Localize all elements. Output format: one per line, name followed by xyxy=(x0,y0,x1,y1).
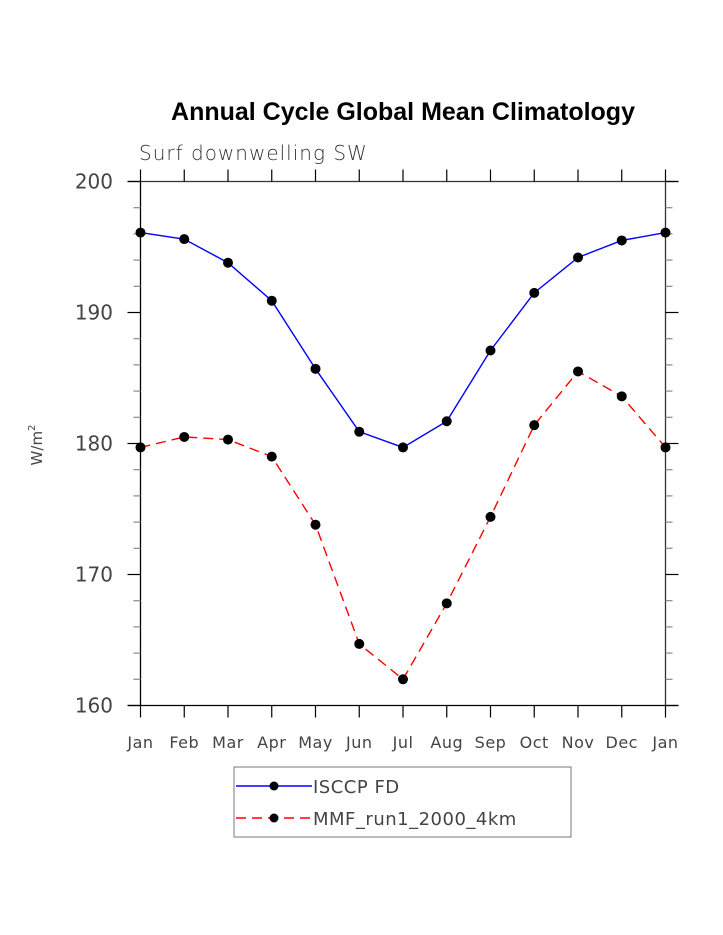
x-tick-label: Jan xyxy=(126,733,153,752)
x-tick-label: Oct xyxy=(520,733,549,752)
legend-marker xyxy=(269,781,279,791)
data-point xyxy=(266,295,277,306)
data-point xyxy=(179,234,190,245)
data-point xyxy=(616,235,627,246)
legend-label: ISCCP FD xyxy=(313,777,400,798)
x-tick-label: Jan xyxy=(651,733,678,752)
data-point xyxy=(616,391,627,402)
data-point xyxy=(485,345,496,356)
data-point xyxy=(398,442,408,453)
data-point xyxy=(441,416,452,427)
series-line xyxy=(140,231,666,449)
data-point xyxy=(485,511,496,522)
x-tick-label: Nov xyxy=(562,733,595,752)
data-point xyxy=(529,287,540,298)
series-group xyxy=(135,227,671,685)
chart-title: Annual Cycle Global Mean Climatology xyxy=(171,98,635,126)
data-point xyxy=(310,519,321,530)
y-tick-label: 200 xyxy=(75,170,113,194)
data-point xyxy=(135,227,146,238)
data-point xyxy=(398,674,408,685)
series-mmf-run1 xyxy=(135,366,671,685)
x-tick-label: Mar xyxy=(212,733,244,752)
x-tick-label: Apr xyxy=(257,733,286,752)
x-tick-label: May xyxy=(298,733,333,752)
data-point xyxy=(223,434,233,445)
legend: ISCCP FD MMF_run1_2000_4km xyxy=(233,766,572,838)
x-tick-label: Feb xyxy=(169,733,199,752)
legend-label: MMF_run1_2000_4km xyxy=(313,809,517,830)
x-tick-label: Jul xyxy=(392,733,414,752)
legend-marker xyxy=(269,813,279,823)
data-point xyxy=(660,227,671,238)
chart-subtitle: Surf downwelling SW xyxy=(139,141,368,165)
y-tick-label: 170 xyxy=(75,563,113,587)
data-point xyxy=(223,257,233,268)
data-point xyxy=(354,426,365,437)
legend-box xyxy=(233,766,572,838)
y-axis-ticks: 160 170 180 190 200 xyxy=(75,170,679,718)
x-tick-label: Jun xyxy=(345,733,373,752)
data-point xyxy=(573,366,583,377)
series-line xyxy=(140,370,667,681)
x-tick-label: Sep xyxy=(475,733,507,752)
y-axis-label: W/m2 xyxy=(27,425,46,466)
data-point xyxy=(441,598,452,609)
y-tick-label: 160 xyxy=(75,694,113,718)
data-point xyxy=(573,252,583,263)
x-tick-label: Dec xyxy=(606,733,638,752)
x-axis-ticks: Jan Feb Mar Apr May Jun Jul Aug Sep Oct Nov Dec Jan xyxy=(126,169,678,752)
data-point xyxy=(310,363,321,374)
x-tick-label: Aug xyxy=(430,733,463,752)
data-point xyxy=(266,451,277,462)
data-point xyxy=(179,431,190,442)
data-point xyxy=(660,442,671,453)
y-tick-label: 180 xyxy=(75,432,113,456)
data-point xyxy=(529,420,540,431)
data-point xyxy=(135,442,146,453)
data-point xyxy=(354,638,365,649)
y-tick-label: 190 xyxy=(75,301,113,325)
series-isccp-fd xyxy=(135,227,671,453)
